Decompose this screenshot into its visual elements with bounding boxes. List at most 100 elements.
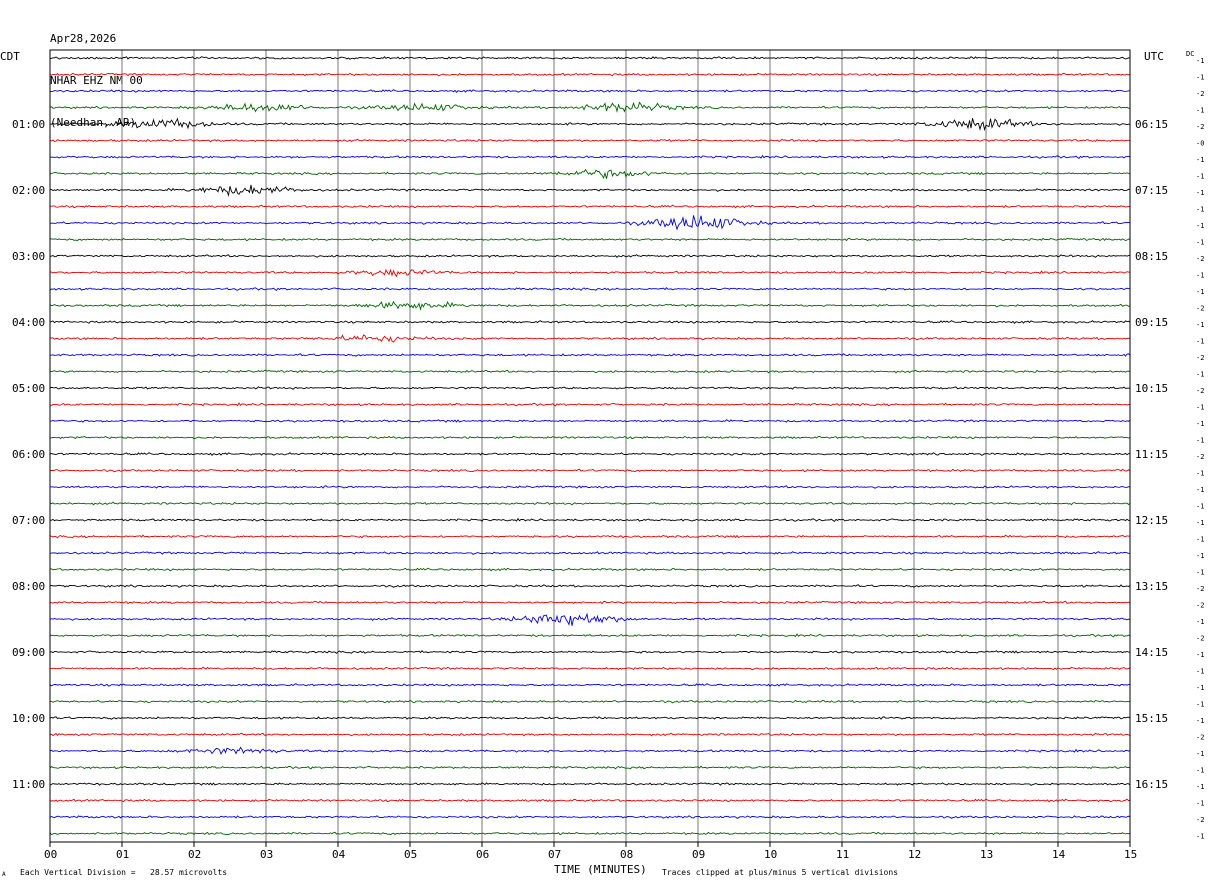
dc-offset-label: -2 <box>1196 635 1204 643</box>
dc-offset-label: -2 <box>1196 90 1204 98</box>
location-label: (Needhan, AR) <box>50 116 137 129</box>
left-hour-label: 01:00 <box>12 118 45 131</box>
trace-23 <box>49 419 1131 423</box>
x-tick-label: 00 <box>44 848 57 861</box>
dc-offset-label: -1 <box>1196 800 1204 808</box>
dc-offset-label: -2 <box>1196 305 1204 313</box>
trace-24 <box>49 435 1131 440</box>
dc-offset-label: -1 <box>1196 536 1204 544</box>
trace-17 <box>49 320 1131 324</box>
dc-offset-label: -2 <box>1196 585 1204 593</box>
vertical-scale-note: Each Vertical Division = 28.57 microvolt… <box>20 868 227 877</box>
right-hour-label: 16:15 <box>1135 778 1168 791</box>
x-tick-label: 04 <box>332 848 346 861</box>
left-time-labels: 01:00 02:00 03:00 04:00 05:00 06:00 07:00 08:00… <box>12 118 45 791</box>
trace-25 <box>49 452 1131 456</box>
dc-offset-labels: -1 -1 -2 -1 -2 -0 -1 -1 -1 -1 -1 -1 -2 -1 -1 -2 -1 -1 -2 -1… <box>1196 57 1204 841</box>
dc-offset-label: -1 <box>1196 833 1204 841</box>
trace-10 <box>49 204 1130 209</box>
trace-26 <box>49 468 1131 473</box>
trace-42 <box>49 732 1131 737</box>
trace-32 <box>49 567 1131 572</box>
dc-offset-label: -2 <box>1196 255 1204 263</box>
left-hour-label: 08:00 <box>12 580 45 593</box>
dc-offset-label: -1 <box>1196 338 1204 346</box>
trace-5 <box>49 117 1131 132</box>
right-hour-label: 14:15 <box>1135 646 1168 659</box>
dc-offset-label: -2 <box>1196 602 1204 610</box>
trace-19 <box>49 353 1131 357</box>
dc-offset-label: -1 <box>1196 503 1204 511</box>
dc-offset-label: -2 <box>1196 734 1204 742</box>
trace-40 <box>50 699 1131 704</box>
trace-44 <box>49 765 1131 770</box>
grid-lines <box>121 50 1059 842</box>
trace-30 <box>49 534 1131 539</box>
x-axis-label: TIME (MINUTES) <box>554 863 647 876</box>
trace-12 <box>49 237 1131 242</box>
left-hour-label: 02:00 <box>12 184 45 197</box>
trace-3 <box>49 89 1131 93</box>
trace-8 <box>49 168 1131 180</box>
x-tick-label: 03 <box>260 848 273 861</box>
trace-14 <box>50 268 1131 278</box>
x-tick-label: 10 <box>764 848 777 861</box>
x-tick-label: 01 <box>116 848 129 861</box>
x-tick-label: 07 <box>548 848 561 861</box>
plot-frame <box>49 49 1131 843</box>
trace-13 <box>49 254 1130 258</box>
trace-34 <box>49 600 1131 605</box>
left-hour-label: 05:00 <box>12 382 45 395</box>
dc-offset-label: -2 <box>1196 387 1204 395</box>
right-hour-label: 15:15 <box>1135 712 1168 725</box>
x-axis-ticks: 00 01 02 03 04 05 06 07 08 09 10 11 12 13 14 15 <box>44 842 1137 861</box>
right-hour-label: 07:15 <box>1135 184 1168 197</box>
trace-2 <box>49 72 1131 77</box>
dc-label: DC <box>1186 50 1194 58</box>
x-tick-label: 14 <box>1052 848 1066 861</box>
left-hour-label: 03:00 <box>12 250 45 263</box>
dc-offset-label: -1 <box>1196 569 1204 577</box>
dc-offset-label: -1 <box>1196 321 1204 329</box>
trace-43 <box>49 746 1131 755</box>
x-tick-label: 13 <box>980 848 993 861</box>
left-hour-label: 07:00 <box>12 514 45 527</box>
dc-offset-label: -1 <box>1196 552 1204 560</box>
x-tick-label: 09 <box>692 848 705 861</box>
dc-offset-label: -1 <box>1196 486 1204 494</box>
dc-offset-label: -1 <box>1196 618 1204 626</box>
trace-28 <box>49 501 1131 506</box>
dc-offset-label: -1 <box>1196 288 1204 296</box>
trace-21 <box>49 386 1131 390</box>
x-tick-label: 08 <box>620 848 633 861</box>
dc-offset-label: -1 <box>1196 420 1204 428</box>
right-timezone-label: UTC <box>1144 50 1164 63</box>
right-hour-label: 08:15 <box>1135 250 1168 263</box>
trace-11 <box>49 215 1131 231</box>
date-label: Apr28,2026 <box>50 32 117 45</box>
left-hour-label: 06:00 <box>12 448 45 461</box>
trace-16 <box>49 300 1131 311</box>
right-hour-label: 11:15 <box>1135 448 1168 461</box>
trace-7 <box>49 154 1131 159</box>
dc-offset-label: -1 <box>1196 272 1204 280</box>
dc-offset-label: -1 <box>1196 404 1204 412</box>
dc-offset-label: -1 <box>1196 668 1204 676</box>
x-tick-label: 02 <box>188 848 201 861</box>
trace-48 <box>49 831 1131 836</box>
dc-offset-label: -1 <box>1196 173 1204 181</box>
dc-offset-label: -1 <box>1196 74 1204 82</box>
left-hour-label: 09:00 <box>12 646 45 659</box>
seismic-traces <box>49 56 1131 836</box>
dc-offset-label: -2 <box>1196 123 1204 131</box>
dc-offset-label: -1 <box>1196 371 1204 379</box>
dc-offset-label: -1 <box>1196 57 1204 65</box>
trace-1 <box>49 56 1131 60</box>
right-hour-label: 06:15 <box>1135 118 1168 131</box>
x-tick-label: 12 <box>908 848 921 861</box>
dc-offset-label: -1 <box>1196 437 1204 445</box>
dc-offset-label: -1 <box>1196 717 1204 725</box>
dc-offset-label: -1 <box>1196 701 1204 709</box>
left-hour-label: 11:00 <box>12 778 45 791</box>
clip-note: Traces clipped at plus/minus 5 vertical … <box>662 868 898 877</box>
